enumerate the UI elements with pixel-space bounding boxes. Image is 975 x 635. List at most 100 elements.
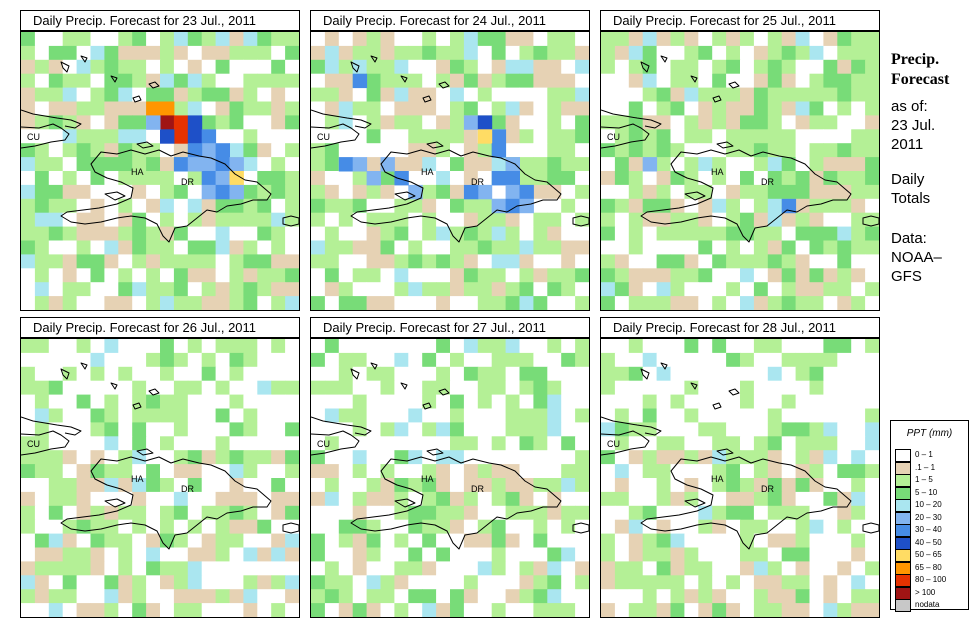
precip-cell xyxy=(505,366,520,382)
precip-cell xyxy=(271,422,286,437)
precip-cell xyxy=(366,436,381,451)
precip-cell xyxy=(215,129,230,144)
precip-cell xyxy=(257,87,272,102)
label-cuba: CU xyxy=(317,132,330,142)
sidebar-totals: Daily Totals xyxy=(891,170,975,208)
precip-cell xyxy=(436,589,451,604)
precip-cell xyxy=(76,143,91,158)
precip-cell xyxy=(76,352,91,368)
forecast-panel-6: Daily Precip. Forecast for 28 Jul., 2011… xyxy=(600,317,880,618)
precip-cell xyxy=(21,519,36,535)
precip-cell xyxy=(90,436,105,451)
precip-cell xyxy=(201,505,217,521)
precip-cell xyxy=(809,171,824,186)
precip-cell xyxy=(823,339,838,354)
precip-cell xyxy=(21,198,36,214)
precip-cell xyxy=(670,226,685,241)
precip-cell xyxy=(837,339,852,354)
precip-cell xyxy=(656,450,671,465)
precip-cell xyxy=(394,478,409,493)
precip-cell xyxy=(118,561,133,576)
precip-cell xyxy=(781,533,797,548)
precip-cell xyxy=(352,282,368,297)
precip-cell xyxy=(505,226,520,241)
precip-cell xyxy=(394,352,409,368)
cuba-north-coast xyxy=(21,109,82,129)
precip-cell xyxy=(477,561,493,576)
precip-cell xyxy=(201,339,217,354)
precip-cell xyxy=(380,519,395,535)
precip-cell xyxy=(21,45,36,61)
precip-cell xyxy=(614,59,630,75)
forecast-panel-4: Daily Precip. Forecast for 26 Jul., 2011… xyxy=(20,317,300,618)
precip-cell xyxy=(575,268,589,283)
precip-cell xyxy=(533,380,548,396)
precip-cell xyxy=(324,157,340,172)
precip-grid xyxy=(311,32,589,310)
precip-cell xyxy=(628,519,644,535)
precip-cell xyxy=(146,226,161,241)
precip-cell xyxy=(90,73,105,89)
precip-cell xyxy=(257,478,272,493)
precip-cell xyxy=(767,268,783,283)
precip-cell xyxy=(575,408,589,423)
precip-cell xyxy=(795,87,810,102)
precip-cell xyxy=(48,366,64,382)
precip-cell xyxy=(408,603,423,617)
precip-cell xyxy=(491,450,507,465)
precip-cell xyxy=(865,73,879,89)
forecast-panel-3: Daily Precip. Forecast for 25 Jul., 2011… xyxy=(600,10,880,311)
precip-cell xyxy=(380,394,395,409)
precip-cell xyxy=(505,339,520,354)
turks-caicos xyxy=(422,388,450,410)
precip-cell xyxy=(547,157,562,172)
precip-cell xyxy=(628,464,644,479)
precip-cell xyxy=(48,491,64,507)
precip-cell xyxy=(547,254,562,269)
precip-cell xyxy=(740,198,755,214)
precip-cell xyxy=(712,561,727,576)
precip-cell xyxy=(146,32,161,47)
precip-cell xyxy=(352,491,368,507)
precip-cell xyxy=(422,491,437,507)
precip-cell xyxy=(781,464,797,479)
legend-label: 1 – 5 xyxy=(915,475,933,484)
precip-cell xyxy=(215,450,230,465)
precip-cell xyxy=(547,491,562,507)
date-line-2: 2011 xyxy=(891,136,924,153)
precip-cell xyxy=(352,380,368,396)
precip-cell xyxy=(547,339,562,354)
precip-cell xyxy=(366,32,381,47)
precip-cell xyxy=(753,282,769,297)
precip-cell xyxy=(477,198,493,214)
precip-cell xyxy=(160,366,175,382)
precip-cell xyxy=(408,464,423,479)
precip-cell xyxy=(614,478,630,493)
precip-cell xyxy=(601,59,616,75)
precip-cell xyxy=(324,296,340,310)
precip-cell xyxy=(408,296,423,310)
forecast-panel-1: Daily Precip. Forecast for 23 Jul., 2011… xyxy=(20,10,300,311)
precip-cell xyxy=(160,519,175,535)
precip-cell xyxy=(809,603,824,617)
precip-cell xyxy=(614,380,630,396)
tortuga-island xyxy=(136,141,154,149)
precip-cell xyxy=(132,408,147,423)
precip-cell xyxy=(160,59,175,75)
precip-cell xyxy=(324,45,340,61)
precip-cell xyxy=(795,171,810,186)
precip-cell xyxy=(601,129,616,144)
precip-cell xyxy=(352,478,368,493)
precip-cell xyxy=(614,366,630,382)
precip-cell xyxy=(684,59,699,75)
precip-cell xyxy=(614,157,630,172)
precip-cell xyxy=(726,547,741,562)
precip-cell-heavy xyxy=(173,115,189,130)
precip-cell xyxy=(642,268,658,283)
precip-cell xyxy=(823,254,838,269)
precip-cell xyxy=(795,198,810,214)
precip-cell xyxy=(463,59,479,75)
precip-cell xyxy=(118,45,133,61)
precip-cell xyxy=(187,394,203,409)
precip-cell xyxy=(324,198,340,214)
